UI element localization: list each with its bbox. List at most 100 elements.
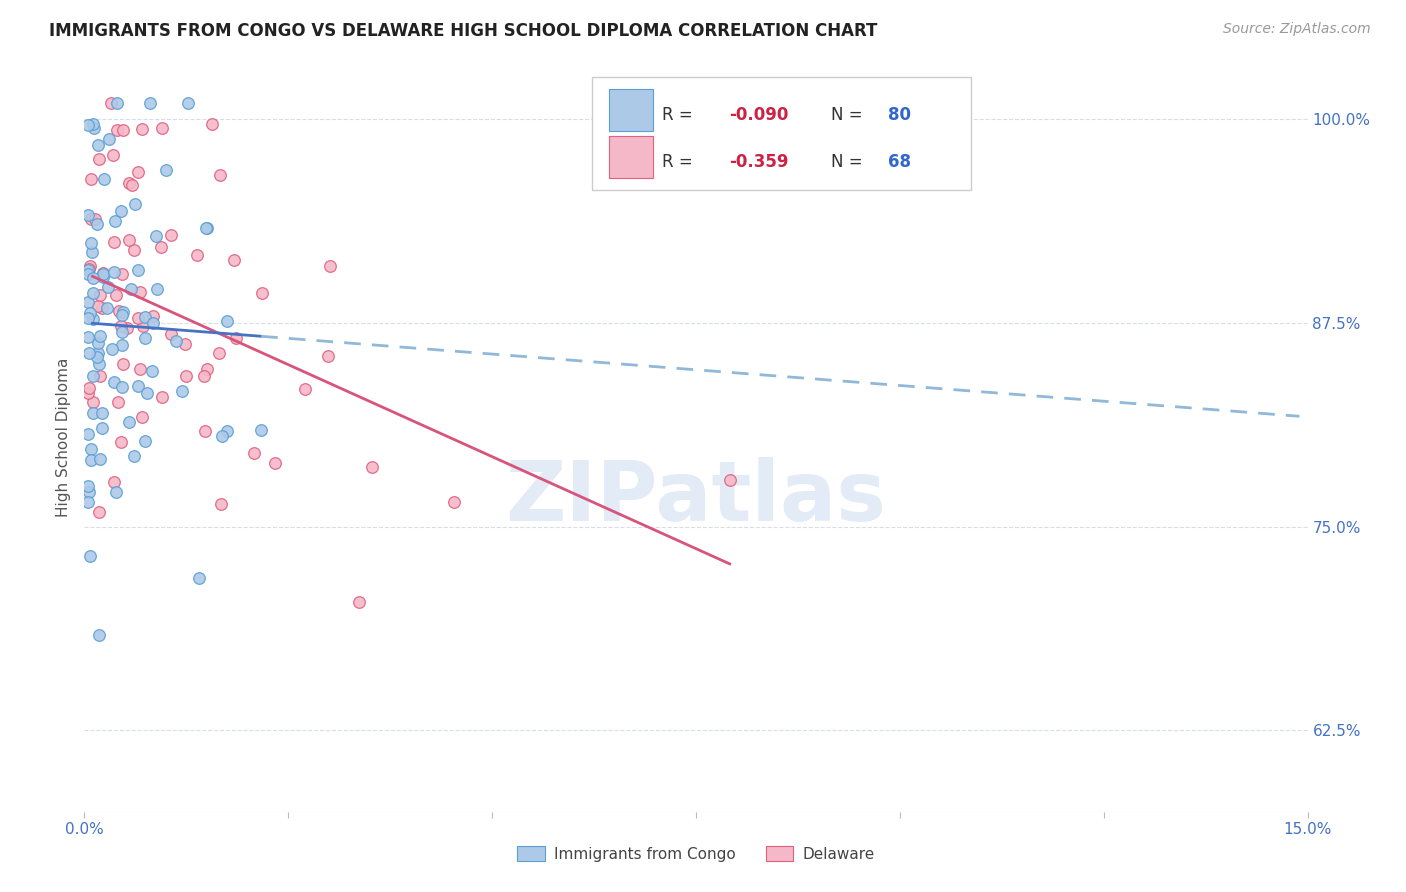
Point [319, 259, 342, 273]
Point [87, 345, 110, 359]
Point [225, 331, 247, 345]
Point [361, 460, 384, 475]
Point [136, 385, 159, 400]
Point [194, 221, 217, 235]
Point [103, 235, 125, 249]
Point [118, 415, 141, 429]
Point [186, 248, 208, 262]
Point [105, 96, 128, 111]
Point [89, 357, 111, 371]
Point [146, 282, 169, 296]
Point [208, 346, 231, 360]
Point [104, 214, 127, 228]
FancyBboxPatch shape [609, 136, 654, 178]
Point [110, 309, 132, 323]
Point [160, 228, 183, 243]
Point [79, 346, 101, 360]
Point [149, 240, 172, 254]
Text: -0.090: -0.090 [728, 106, 789, 124]
Point [82, 286, 104, 301]
Point [165, 334, 187, 348]
Point [105, 122, 128, 136]
Point [87, 299, 110, 313]
Point [103, 264, 125, 278]
Point [132, 319, 155, 334]
Point [172, 384, 194, 398]
Point [82, 369, 104, 384]
Point [79, 381, 101, 395]
Point [79, 235, 101, 250]
Point [211, 429, 233, 443]
Text: R =: R = [662, 153, 703, 171]
FancyBboxPatch shape [609, 88, 654, 130]
Point [105, 484, 128, 499]
Point [174, 368, 197, 383]
Point [91, 406, 114, 420]
Point [77, 267, 100, 281]
Point [77, 262, 100, 277]
Text: ZIPatlas: ZIPatlas [506, 457, 886, 538]
Point [77, 385, 100, 400]
Point [201, 117, 224, 131]
Point [141, 364, 163, 378]
Point [80, 172, 103, 186]
Point [82, 312, 104, 326]
Point [104, 288, 127, 302]
Point [80, 442, 103, 456]
Point [209, 168, 232, 182]
Point [79, 261, 101, 276]
Point [134, 434, 156, 448]
Point [91, 267, 114, 281]
Point [112, 123, 135, 137]
Point [110, 318, 132, 333]
Point [89, 452, 111, 467]
Point [98, 132, 121, 146]
Text: Source: ZipAtlas.com: Source: ZipAtlas.com [1223, 22, 1371, 37]
Point [187, 571, 209, 585]
Point [77, 495, 100, 509]
Point [97, 280, 120, 294]
Point [77, 310, 100, 325]
Point [118, 234, 141, 248]
Point [101, 342, 124, 356]
Point [103, 375, 125, 389]
Point [80, 453, 103, 467]
Point [115, 320, 138, 334]
Point [443, 495, 465, 509]
Point [80, 212, 103, 227]
Point [118, 176, 141, 190]
Point [77, 294, 100, 309]
Point [195, 220, 218, 235]
Point [215, 313, 238, 327]
Point [718, 473, 741, 487]
Point [111, 357, 134, 371]
Point [127, 165, 149, 179]
Point [193, 369, 215, 384]
Point [124, 244, 146, 258]
Point [222, 253, 245, 268]
Point [134, 310, 156, 324]
Point [93, 172, 115, 186]
Point [107, 303, 129, 318]
Text: 68: 68 [889, 153, 911, 171]
Point [177, 96, 200, 111]
Point [89, 288, 111, 302]
Point [142, 316, 165, 330]
Point [121, 178, 143, 193]
Point [110, 338, 132, 352]
FancyBboxPatch shape [592, 78, 972, 190]
Point [87, 505, 110, 519]
Point [316, 349, 339, 363]
Point [84, 212, 107, 227]
Point [77, 330, 100, 344]
Point [87, 153, 110, 167]
Point [111, 380, 134, 394]
Text: N =: N = [831, 106, 868, 124]
Point [111, 305, 134, 319]
Point [134, 331, 156, 345]
Legend: Immigrants from Congo, Delaware: Immigrants from Congo, Delaware [510, 840, 882, 868]
Point [131, 121, 153, 136]
Point [142, 310, 165, 324]
Point [131, 409, 153, 424]
Point [82, 271, 104, 285]
